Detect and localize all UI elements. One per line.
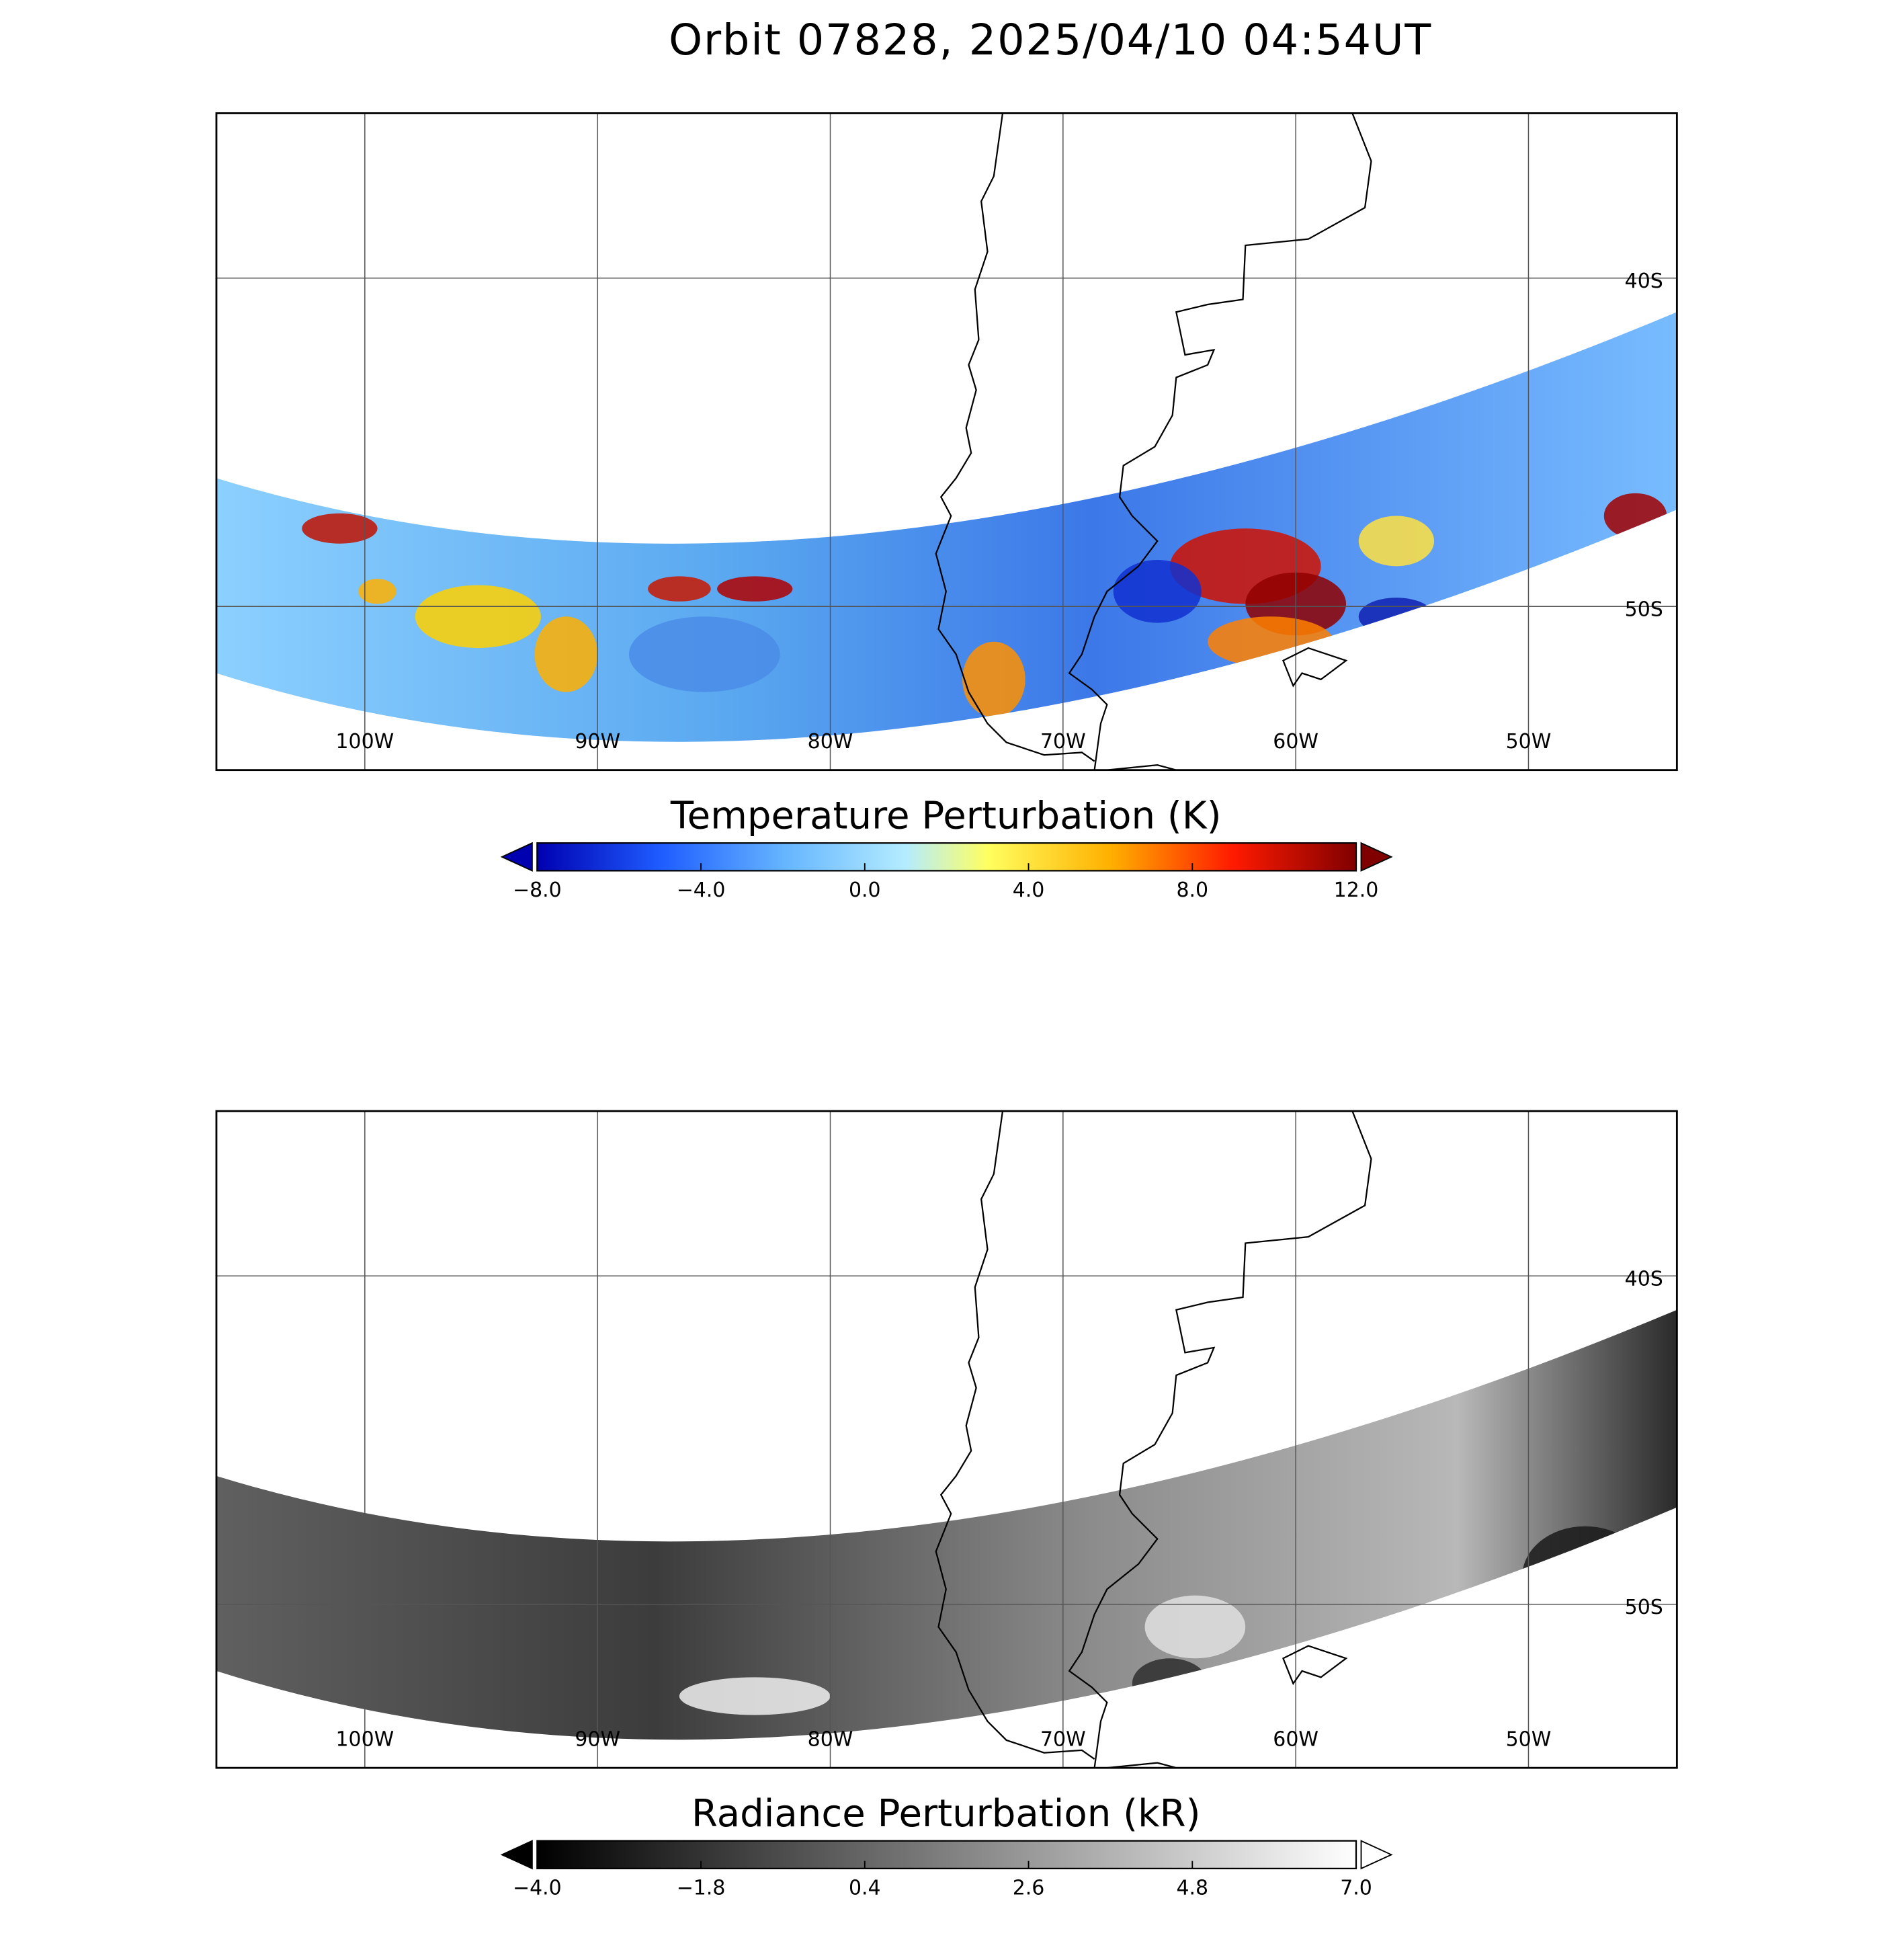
- swath-feature: [648, 576, 711, 602]
- lat-label: 50S: [1625, 1596, 1663, 1619]
- colorbar-tick-label: 12.0: [1334, 879, 1379, 902]
- colorbar-extend: [500, 842, 533, 872]
- colorbar-title: Radiance Perturbation (kR): [691, 1792, 1201, 1836]
- swath-feature: [1358, 598, 1435, 636]
- swath-feature: [717, 576, 793, 602]
- lon-label: 60W: [1273, 730, 1318, 753]
- swath-feature: [516, 1765, 617, 1840]
- colorbar-tick-label: 0.4: [849, 1876, 881, 1900]
- swath-feature: [1603, 493, 1667, 539]
- lat-label: 50S: [1625, 598, 1663, 621]
- swath-feature: [1245, 1645, 1372, 1709]
- swath-feature: [534, 616, 598, 692]
- lat-label: 40S: [1625, 270, 1663, 293]
- swath-feature: [302, 513, 378, 544]
- lon-label: 90W: [575, 730, 620, 753]
- map-content: [216, 113, 1677, 770]
- swath-feature: [276, 1715, 378, 1740]
- swath-feature: [1050, 702, 1114, 733]
- swath-feature: [1113, 560, 1202, 623]
- colorbar-extend: [500, 1840, 533, 1870]
- title: Orbit 07828, 2025/04/10 04:54UT: [669, 15, 1432, 65]
- colorbar-tick-label: 7.0: [1340, 1876, 1372, 1900]
- swath-feature: [1132, 1658, 1208, 1709]
- swath-feature: [1208, 616, 1334, 667]
- lat-label: 40S: [1625, 1267, 1663, 1291]
- swath-feature: [1144, 1595, 1246, 1659]
- lon-label: 80W: [808, 730, 853, 753]
- lon-label: 60W: [1273, 1727, 1318, 1751]
- colorbar-tick-label: 4.0: [1013, 879, 1045, 902]
- lon-label: 50W: [1506, 1727, 1552, 1751]
- swath-feature: [962, 641, 1025, 718]
- colorbar-tick-label: −4.0: [677, 879, 726, 902]
- swath-feature: [415, 585, 541, 649]
- swath-feature: [1346, 1705, 1447, 1740]
- map-content: [216, 1110, 1677, 1768]
- lon-label: 90W: [575, 1727, 620, 1751]
- lon-label: 100W: [336, 730, 394, 753]
- colorbar-tick-label: 2.6: [1013, 1876, 1045, 1900]
- colorbar-tick-label: 8.0: [1176, 879, 1208, 902]
- colorbar-tick-label: 0.0: [849, 879, 881, 902]
- map-panel: 100W 90W 80W 70W 60W 50W 40S 50S Temperature Per…: [215, 112, 1678, 902]
- colorbar-tick-label: 4.8: [1176, 1876, 1208, 1900]
- colorbar: [536, 842, 1357, 872]
- map-frame: [215, 1110, 1678, 1769]
- colorbar-title: Temperature Perturbation (K): [670, 794, 1222, 838]
- lon-label: 70W: [1040, 730, 1086, 753]
- colorbar-extend: [1360, 1840, 1393, 1870]
- swath-feature: [358, 579, 396, 604]
- map-frame: [215, 112, 1678, 772]
- colorbar-extend: [1360, 842, 1393, 872]
- colorbar: [536, 1840, 1357, 1870]
- swath-feature: [679, 1677, 831, 1715]
- swath-feature: [629, 616, 780, 692]
- lon-label: 50W: [1506, 730, 1552, 753]
- lon-label: 80W: [808, 1727, 853, 1751]
- colorbar-tick-label: −8.0: [513, 879, 562, 902]
- lon-label: 100W: [336, 1727, 394, 1751]
- lon-label: 70W: [1040, 1727, 1086, 1751]
- colorbar-tick-label: −1.8: [677, 1876, 726, 1900]
- map-panel: 100W 90W 80W 70W 60W 50W 40S 50S Radiance Pertur…: [215, 1110, 1678, 1900]
- swath-feature: [1358, 516, 1435, 567]
- colorbar-tick-label: −4.0: [513, 1876, 562, 1900]
